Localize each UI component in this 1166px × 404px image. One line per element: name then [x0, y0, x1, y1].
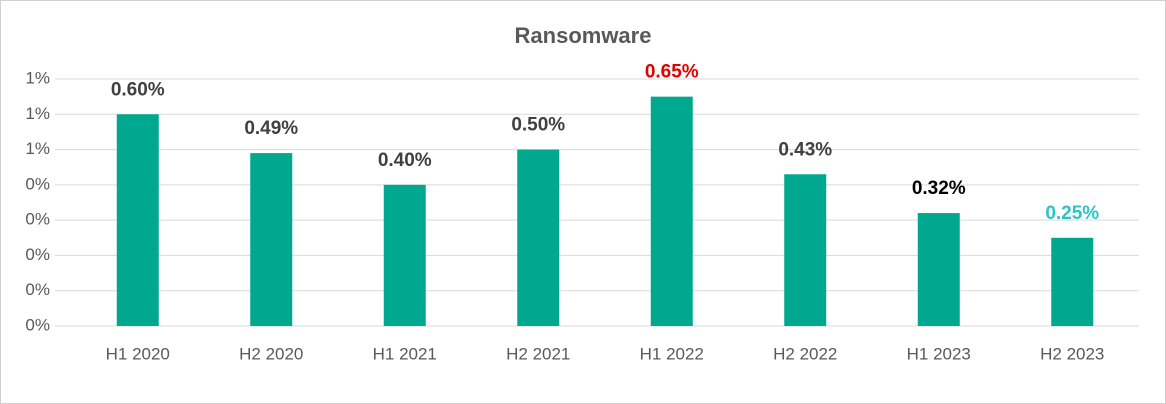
data-label: 0.65% — [645, 62, 699, 83]
x-tick-label: H1 2022 — [640, 344, 704, 363]
y-tick-label: 0% — [25, 174, 50, 193]
y-tick-label: 0% — [25, 210, 50, 229]
y-tick-label: 1% — [25, 104, 50, 123]
data-label: 0.32% — [912, 178, 966, 199]
bar — [250, 153, 293, 326]
y-tick-label: 1% — [25, 139, 50, 158]
x-tick-label: H2 2023 — [1040, 344, 1104, 363]
data-label: 0.60% — [111, 79, 165, 100]
x-tick-label: H1 2021 — [373, 344, 437, 363]
data-label: 0.25% — [1045, 203, 1099, 224]
x-tick-label: H2 2020 — [239, 344, 303, 363]
data-label: 0.43% — [778, 139, 832, 160]
data-label: 0.50% — [511, 115, 565, 136]
bar — [1051, 237, 1094, 326]
bar — [917, 213, 960, 326]
bar — [383, 184, 426, 326]
bar — [650, 96, 693, 327]
y-tick-label: 0% — [25, 315, 50, 334]
chart-title: Ransomware — [515, 23, 652, 48]
x-tick-label: H1 2020 — [106, 344, 170, 363]
x-tick-label: H1 2023 — [907, 344, 971, 363]
bar — [517, 149, 560, 326]
data-label: 0.49% — [244, 118, 298, 139]
y-tick-label: 1% — [25, 68, 50, 87]
y-tick-label: 0% — [25, 245, 50, 264]
data-label: 0.40% — [378, 150, 432, 171]
x-tick-label: H2 2021 — [506, 344, 570, 363]
x-tick-label: H2 2022 — [773, 344, 837, 363]
y-tick-label: 0% — [25, 280, 50, 299]
bar — [784, 174, 827, 326]
bar — [116, 114, 159, 327]
